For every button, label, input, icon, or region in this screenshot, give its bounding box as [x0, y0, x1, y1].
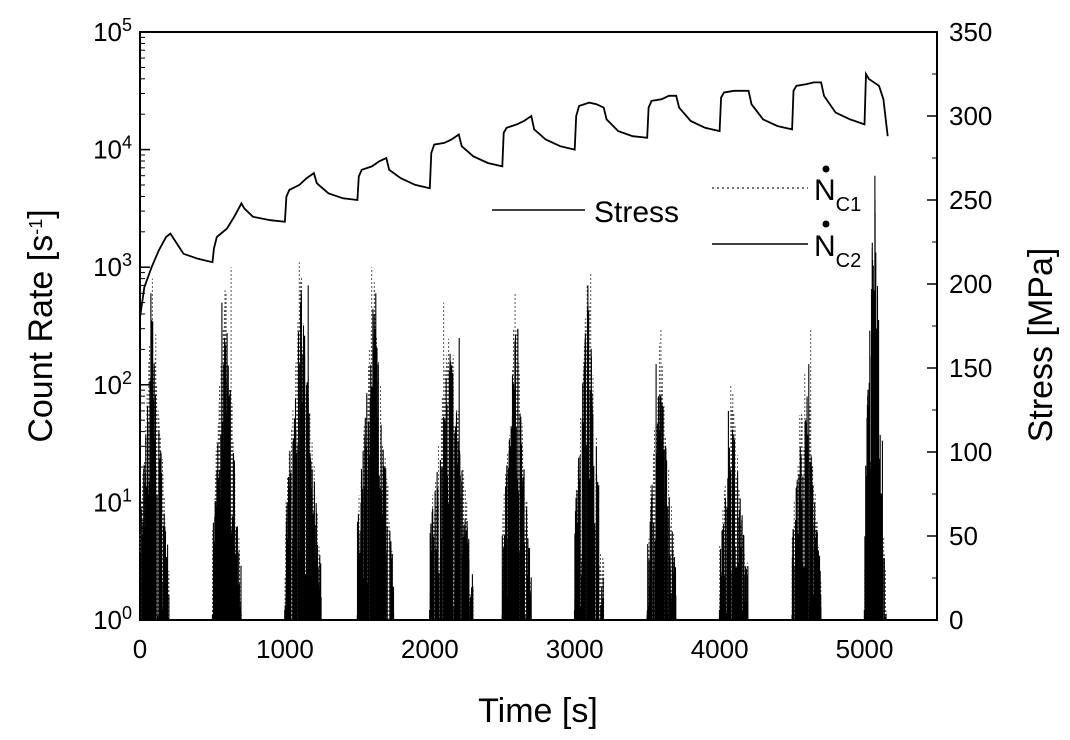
count-rate-bursts — [139, 175, 887, 620]
legend-nc2-sub: C2 — [836, 250, 862, 272]
x-tick-label: 5000 — [836, 634, 894, 664]
left-y-tick-base: 10 — [93, 605, 122, 635]
left-y-tick-base: 10 — [93, 370, 122, 400]
x-tick-label: 1000 — [256, 634, 314, 664]
legend-nc2-base: N — [814, 230, 836, 263]
right-y-axis-ticks: 0 50 100 150 200 250 300 350 — [927, 17, 992, 635]
right-y-tick-label: 250 — [949, 185, 992, 215]
legend-nc2-dot — [822, 220, 830, 228]
right-y-axis-label: Stress [MPa] — [1022, 248, 1060, 443]
left-y-tick-exp: 4 — [122, 133, 132, 153]
x-tick-label: 3000 — [546, 634, 604, 664]
x-axis-label: Time [s] — [478, 692, 598, 730]
left-y-tick-label: 101 — [93, 485, 132, 517]
nc2-burst — [429, 338, 474, 620]
legend-nc2-label: NC2 — [814, 230, 861, 272]
x-tick-label: 0 — [133, 634, 147, 664]
nc2-burst — [356, 293, 395, 620]
left-y-axis-label-close: ] — [22, 209, 60, 218]
left-y-axis-label: Count Rate [s-1] — [22, 209, 60, 442]
left-y-tick-base: 10 — [93, 135, 122, 165]
legend-nc1-sub: C1 — [836, 194, 862, 216]
left-y-tick-label: 104 — [93, 133, 132, 165]
right-y-tick-label: 200 — [949, 269, 992, 299]
right-y-tick-label: 350 — [949, 17, 992, 47]
left-y-tick-label: 100 — [93, 603, 132, 635]
legend-stress-label: Stress — [594, 196, 679, 229]
right-y-tick-label: 100 — [949, 437, 992, 467]
right-y-tick-label: 150 — [949, 353, 992, 383]
nc2-burst — [501, 328, 532, 620]
nc2-burst — [212, 302, 242, 620]
legend-nc1-label: NC1 — [814, 174, 861, 216]
stress-line-group — [139, 70, 889, 318]
x-tick-label: 4000 — [691, 634, 749, 664]
left-y-tick-exp: 1 — [122, 485, 132, 505]
legend-nc1-base: N — [814, 174, 836, 207]
left-y-axis-label-exp: -1 — [26, 219, 46, 235]
left-y-tick-exp: 3 — [122, 250, 132, 270]
right-y-tick-label: 0 — [949, 605, 963, 635]
nc2-burst — [791, 364, 822, 620]
left-y-tick-base: 10 — [93, 17, 122, 47]
nc2-burst — [574, 285, 604, 620]
right-y-tick-label: 300 — [949, 101, 992, 131]
stress-line — [139, 70, 889, 318]
nc2-burst — [719, 410, 749, 620]
legend-nc1-dot — [822, 165, 830, 173]
left-y-tick-label: 105 — [93, 15, 132, 47]
left-y-tick-label: 103 — [93, 250, 132, 282]
nc2-burst — [284, 285, 322, 620]
left-y-tick-label: 102 — [93, 368, 132, 400]
left-y-tick-exp: 2 — [122, 368, 132, 388]
left-y-tick-exp: 0 — [122, 603, 132, 623]
left-y-tick-exp: 5 — [122, 15, 132, 35]
left-y-tick-base: 10 — [93, 487, 122, 517]
x-axis-ticks: 0 1000 2000 3000 4000 5000 — [133, 610, 894, 664]
x-tick-label: 2000 — [401, 634, 459, 664]
left-y-tick-base: 10 — [93, 252, 122, 282]
left-y-axis-label-base: Count Rate [s — [22, 235, 60, 443]
right-y-tick-label: 50 — [949, 521, 978, 551]
nc2-burst — [139, 293, 170, 620]
legend: Stress NC1 NC2 — [492, 165, 861, 272]
nc2-burst — [864, 175, 887, 620]
